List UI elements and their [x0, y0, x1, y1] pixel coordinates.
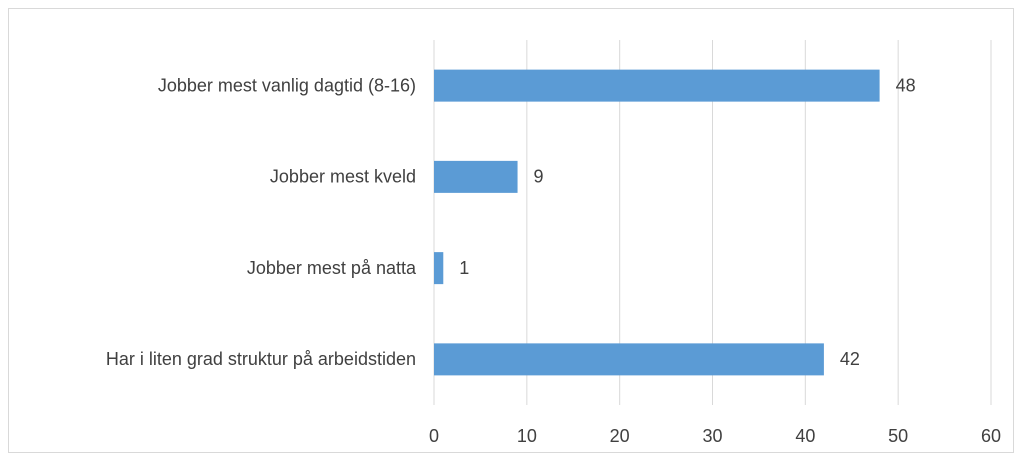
x-tick-label: 20 — [610, 426, 630, 446]
y-tick-label: Har i liten grad struktur på arbeidstide… — [106, 349, 416, 369]
x-tick-label: 10 — [517, 426, 537, 446]
data-label: 48 — [896, 75, 916, 95]
data-label: 9 — [534, 167, 544, 187]
data-label: 1 — [459, 258, 469, 278]
bar — [434, 252, 444, 285]
x-tick-label: 50 — [888, 426, 908, 446]
bar — [434, 343, 824, 376]
bar — [434, 69, 880, 102]
y-tick-label: Jobber mest kveld — [270, 167, 416, 187]
x-tick-label: 40 — [795, 426, 815, 446]
y-tick-label: Jobber mest vanlig dagtid (8-16) — [158, 75, 416, 95]
x-tick-label: 0 — [429, 426, 439, 446]
y-tick-label: Jobber mest på natta — [247, 258, 417, 278]
x-tick-label: 60 — [981, 426, 1001, 446]
x-tick-label: 30 — [702, 426, 722, 446]
data-label: 42 — [840, 349, 860, 369]
bar — [434, 160, 518, 193]
